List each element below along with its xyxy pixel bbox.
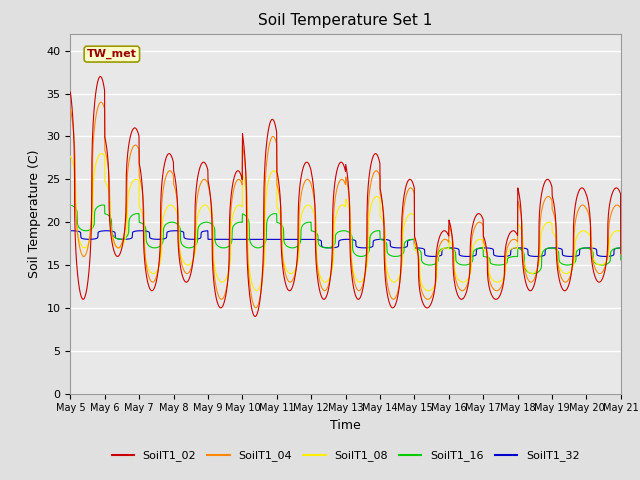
Legend: SoilT1_02, SoilT1_04, SoilT1_08, SoilT1_16, SoilT1_32: SoilT1_02, SoilT1_04, SoilT1_08, SoilT1_… xyxy=(107,446,584,466)
Title: Soil Temperature Set 1: Soil Temperature Set 1 xyxy=(259,13,433,28)
Text: TW_met: TW_met xyxy=(87,49,137,59)
Y-axis label: Soil Temperature (C): Soil Temperature (C) xyxy=(28,149,41,278)
X-axis label: Time: Time xyxy=(330,419,361,432)
